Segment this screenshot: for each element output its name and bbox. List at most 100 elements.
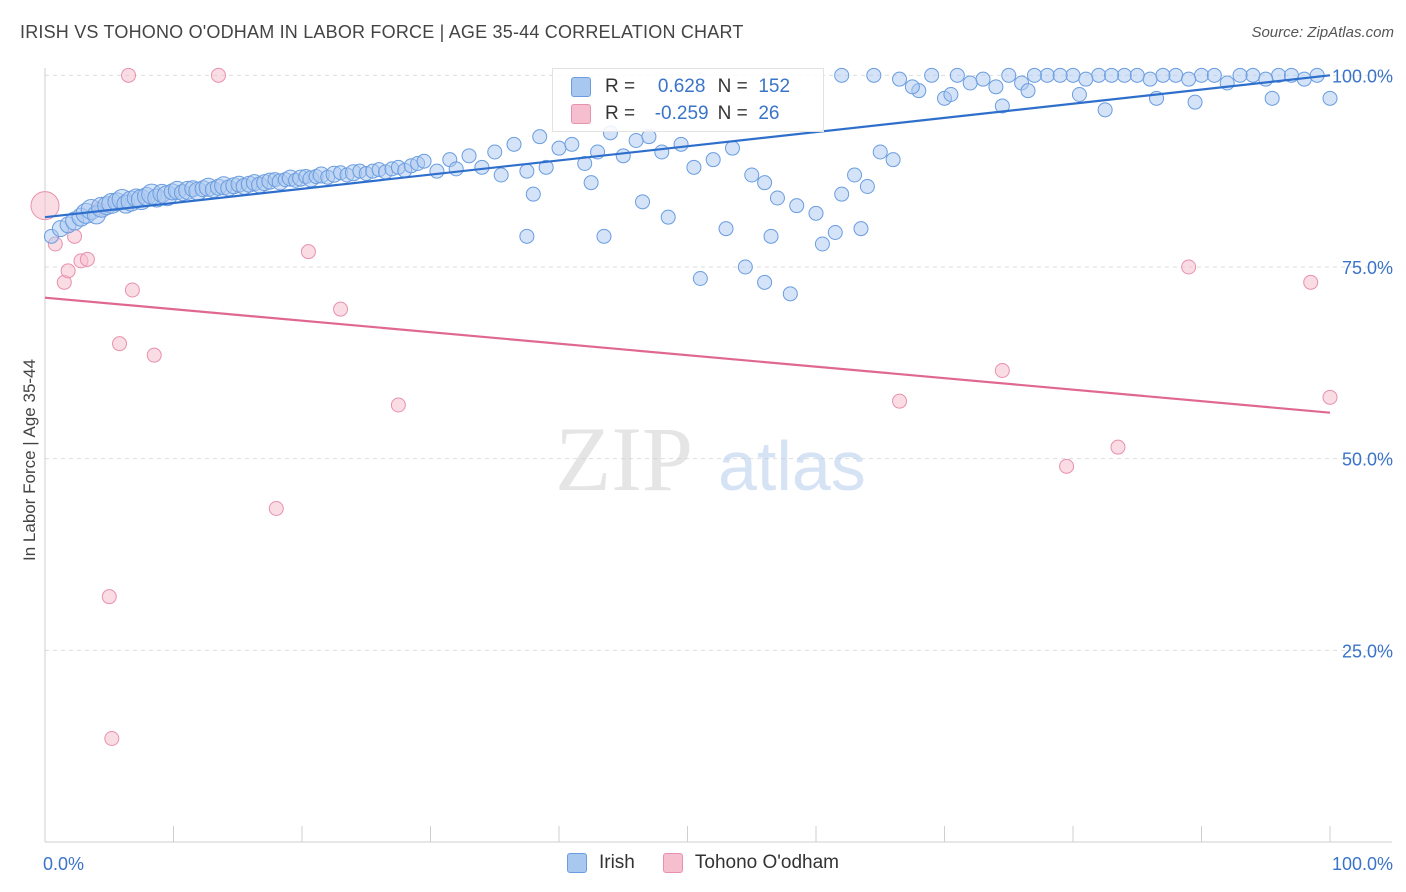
y-tick-label: 100.0%: [1332, 66, 1393, 86]
irish-point: [448, 161, 464, 177]
irish-point: [673, 136, 689, 152]
irish-point: [564, 136, 580, 152]
irish-point: [519, 163, 535, 179]
legend-item-irish: Irish: [566, 852, 635, 874]
irish-point: [654, 144, 670, 160]
tohono-point: [1059, 458, 1075, 474]
legend-r-label: R =: [605, 76, 636, 97]
tohono-point: [101, 589, 117, 605]
irish-point: [872, 144, 888, 160]
irish-point: [628, 133, 644, 148]
tohono-point: [124, 282, 140, 298]
chart-title: IRISH VS TOHONO O'ODHAM IN LABOR FORCE |…: [20, 22, 744, 42]
irish-point: [461, 148, 477, 164]
irish-point: [757, 274, 773, 290]
irish-point: [1232, 67, 1248, 83]
irish-point: [808, 205, 824, 221]
irish-point: [635, 194, 651, 210]
axes: [44, 68, 1392, 843]
irish-point: [763, 228, 779, 244]
irish-point: [789, 198, 805, 214]
irish-point: [769, 190, 785, 206]
legend-label-irish: Irish: [598, 852, 635, 873]
irish-point: [1245, 67, 1261, 83]
irish-point: [1264, 90, 1280, 106]
tohono-point: [1322, 389, 1338, 405]
irish-point: [1168, 67, 1184, 83]
irish-point: [1194, 67, 1209, 83]
tohono-point: [60, 263, 76, 279]
irish-point: [1091, 67, 1107, 83]
irish-point: [834, 67, 850, 83]
irish-point: [737, 259, 753, 275]
tohono-point: [994, 363, 1010, 378]
irish-point: [924, 67, 940, 83]
tohono-point: [390, 397, 406, 413]
y-tick-label: 25.0%: [1342, 641, 1393, 661]
irish-point: [493, 167, 509, 183]
irish-point: [962, 75, 978, 91]
watermark-zip: ZIP: [555, 408, 693, 510]
irish-point: [429, 163, 445, 179]
irish-point: [686, 159, 702, 175]
irish-point: [943, 87, 959, 102]
tohono-point: [1181, 259, 1197, 275]
irish-point: [692, 271, 708, 286]
legend-r-label: R =: [605, 103, 636, 124]
tohono-point: [104, 731, 120, 746]
irish-point: [1206, 67, 1222, 83]
irish-point: [1187, 94, 1203, 110]
irish-point: [904, 79, 920, 95]
legend-n-label: N =: [717, 103, 748, 124]
gridlines: [45, 74, 1392, 651]
irish-point: [724, 140, 740, 156]
irish-point: [1116, 67, 1132, 83]
legend-n-value: 152: [758, 76, 791, 97]
irish-point: [538, 159, 554, 175]
irish-point: [551, 140, 567, 156]
irish-point: [782, 286, 798, 302]
watermark-atlas: atlas: [718, 427, 866, 505]
legend-row-tohono: R = -0.259 N = 26: [571, 100, 779, 128]
irish-point: [975, 71, 991, 87]
irish-point: [1155, 67, 1171, 83]
irish-point: [853, 221, 869, 237]
stats-legend: R = 0.628 N = 152 R = -0.259 N = 26: [552, 68, 824, 132]
tick-labels: 25.0% 50.0% 75.0% 100.0% 0.0% 100.0%: [43, 66, 1393, 874]
irish-point: [859, 179, 875, 194]
trend-lines: [44, 74, 1331, 414]
irish-point: [1071, 87, 1087, 102]
tohono-point: [300, 244, 316, 260]
legend-label-tohono: Tohono O'odham: [694, 852, 840, 873]
irish-point: [1097, 102, 1113, 118]
tohono-point: [268, 501, 284, 516]
irish-point: [519, 228, 535, 244]
irish-point: [866, 67, 882, 83]
tohono-point: [79, 251, 95, 267]
irish-point: [1001, 67, 1017, 83]
irish-point: [847, 167, 863, 183]
irish-point: [744, 167, 760, 183]
irish-point: [988, 79, 1004, 95]
irish-point: [1078, 71, 1094, 87]
irish-point: [1142, 71, 1158, 87]
irish-point: [757, 175, 773, 191]
legend-r-value: 0.628: [657, 76, 706, 97]
irish-point: [525, 186, 541, 202]
irish-point: [949, 67, 965, 83]
irish-point: [1104, 67, 1120, 83]
irish-trend-line: [44, 74, 1331, 219]
irish-point: [1026, 67, 1042, 83]
irish-point: [1052, 67, 1068, 83]
irish-point: [1129, 67, 1145, 83]
tohono-swatch: [571, 104, 591, 124]
irish-point: [892, 71, 908, 87]
tohono-point: [30, 191, 60, 221]
irish-point: [994, 98, 1010, 114]
y-tick-label: 50.0%: [1342, 450, 1393, 470]
irish-point: [416, 153, 432, 169]
legend-row-irish: R = 0.628 N = 152: [571, 73, 790, 101]
irish-point: [1181, 71, 1197, 87]
irish-points: [43, 67, 1338, 302]
tohono-point: [333, 301, 349, 317]
